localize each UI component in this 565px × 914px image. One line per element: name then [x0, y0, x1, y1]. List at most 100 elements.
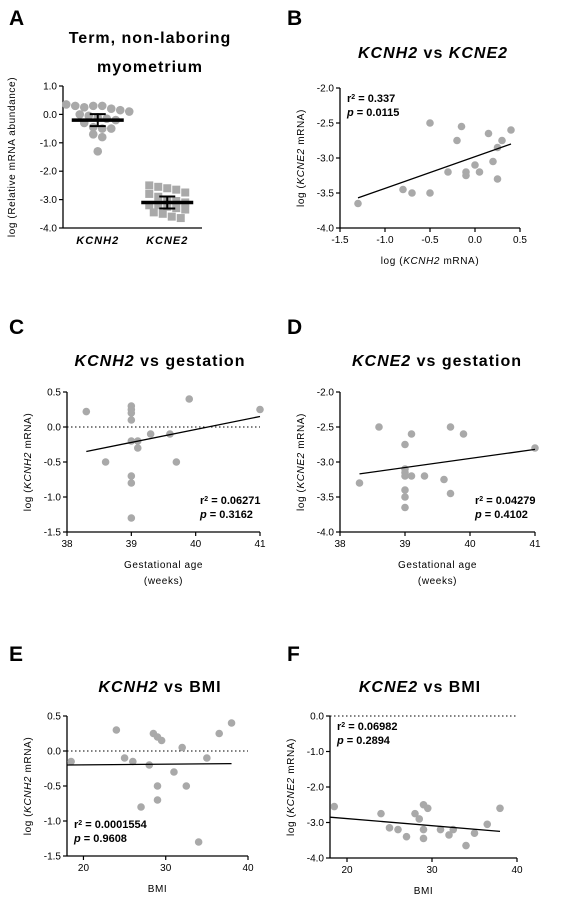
- data-point: [496, 804, 504, 813]
- text-span: log (: [23, 489, 34, 512]
- data-point: [97, 101, 107, 111]
- data-point: [178, 743, 186, 752]
- data-point: [423, 804, 432, 813]
- p-value: 0.4102: [494, 509, 528, 521]
- y-tick-label: -4.0: [317, 528, 335, 539]
- data-point: [408, 189, 416, 197]
- data-point: [88, 129, 98, 139]
- data-point: [457, 122, 466, 131]
- chart-title: KCNH2 vs gestation: [75, 353, 246, 370]
- data-point: [355, 479, 364, 487]
- text-span: KCNH2: [403, 256, 440, 267]
- data-point: [507, 126, 515, 134]
- y-axis-label: log (KCNE2 mRNA): [296, 109, 307, 207]
- r-squared-equals: =: [355, 93, 368, 105]
- data-point: [483, 820, 492, 829]
- text-span: vs: [418, 45, 449, 62]
- y-axis-label: log (Relative mRNA abundance): [7, 77, 18, 237]
- x-tick-label: 0.5: [513, 235, 527, 246]
- data-point: [453, 136, 461, 145]
- data-point: [145, 181, 154, 190]
- text-span: log (: [381, 256, 404, 267]
- data-point: [127, 409, 136, 417]
- r-squared-value: 0.06271: [221, 495, 261, 507]
- y-tick-label: 0.5: [47, 388, 61, 399]
- data-point: [227, 719, 236, 727]
- superscript: 2: [204, 496, 208, 503]
- x-tick-label: 40: [511, 865, 523, 876]
- data-point: [401, 440, 409, 449]
- text-span: mRNA): [286, 738, 297, 777]
- y-tick-label: 0.5: [47, 712, 61, 723]
- data-point: [157, 736, 166, 745]
- chart-title: KCNE2 vs BMI: [359, 679, 481, 696]
- text-span: KCNE2: [286, 777, 297, 813]
- y-axis-label: log (KCNH2 mRNA): [23, 413, 34, 512]
- regression-line: [66, 762, 232, 766]
- p-equals: =: [354, 107, 367, 119]
- data-point: [170, 768, 178, 776]
- p-value: 0.2894: [356, 735, 391, 747]
- x-tick-label: 38: [61, 539, 73, 550]
- chart-title: KCNH2 vs KCNE2: [358, 45, 508, 62]
- data-point: [399, 185, 407, 194]
- x-tick-label: 41: [254, 539, 266, 550]
- panel-f: F KCNE2 vs BMI 0.0 -1.0 -2.0 -3.0 -4.0 20 30 40 lo…: [286, 643, 523, 897]
- text-span: KCNE2: [449, 45, 508, 62]
- data-point: [531, 444, 539, 452]
- data-point: [106, 104, 116, 114]
- text-span: mRNA): [23, 737, 34, 776]
- data-point: [127, 416, 136, 424]
- data-point: [153, 782, 162, 790]
- x-tick-label: -0.5: [421, 235, 439, 246]
- x-axis-label: Gestational age: [124, 560, 203, 571]
- data-point: [70, 101, 80, 111]
- x-axis-label: BMI: [148, 884, 168, 895]
- p-value: 0.3162: [219, 509, 253, 521]
- x-axis-label: log (KCNH2 mRNA): [381, 256, 480, 267]
- r-squared-equals: =: [483, 495, 496, 507]
- data-point: [419, 834, 428, 843]
- data-point: [154, 192, 163, 201]
- x-tick-label: 39: [126, 539, 138, 550]
- panel-label: E: [9, 643, 23, 666]
- data-point: [385, 824, 394, 832]
- data-point: [471, 161, 479, 169]
- data-point: [426, 189, 434, 197]
- data-point: [145, 189, 154, 198]
- data-point: [498, 136, 506, 145]
- text-span: log (: [296, 184, 307, 207]
- chart-title: Term, non-laboring: [69, 30, 232, 47]
- y-tick-label: -3.0: [317, 458, 335, 469]
- x-tick-label: 40: [464, 539, 476, 550]
- data-point: [401, 503, 409, 512]
- data-point: [154, 182, 163, 191]
- text-span: mRNA): [296, 109, 307, 148]
- data-point: [411, 809, 419, 818]
- data-point: [93, 147, 103, 156]
- text-span: mRNA): [296, 413, 307, 452]
- text-span: KCNH2: [23, 776, 34, 813]
- x-axis-label: BMI: [414, 886, 434, 897]
- r-squared-label: r2 = 0.04279: [475, 495, 536, 507]
- data-point: [145, 201, 154, 210]
- data-point: [256, 405, 264, 414]
- y-tick-label: -2.0: [307, 783, 325, 794]
- p-equals: =: [482, 509, 495, 521]
- text-span: mRNA): [440, 256, 479, 267]
- y-axis-label: log (KCNH2 mRNA): [23, 737, 34, 836]
- data-point: [440, 475, 448, 484]
- r-squared-label: r2 = 0.06271: [200, 495, 261, 507]
- y-tick-label: -2.0: [317, 84, 335, 95]
- data-point: [402, 832, 411, 841]
- p-value-label: p = 0.3162: [199, 509, 253, 521]
- panel-c: C KCNH2 vs gestation 0.5 0.0 -0.5 -1.0 -1.538 3…: [9, 316, 266, 587]
- text-span: log (: [286, 813, 297, 836]
- y-tick-label: 0.0: [47, 747, 61, 758]
- data-point: [446, 423, 455, 431]
- data-point: [419, 825, 428, 834]
- data-point: [375, 423, 383, 431]
- data-point: [127, 514, 136, 522]
- y-axis-label: log (KCNE2 mRNA): [286, 738, 297, 836]
